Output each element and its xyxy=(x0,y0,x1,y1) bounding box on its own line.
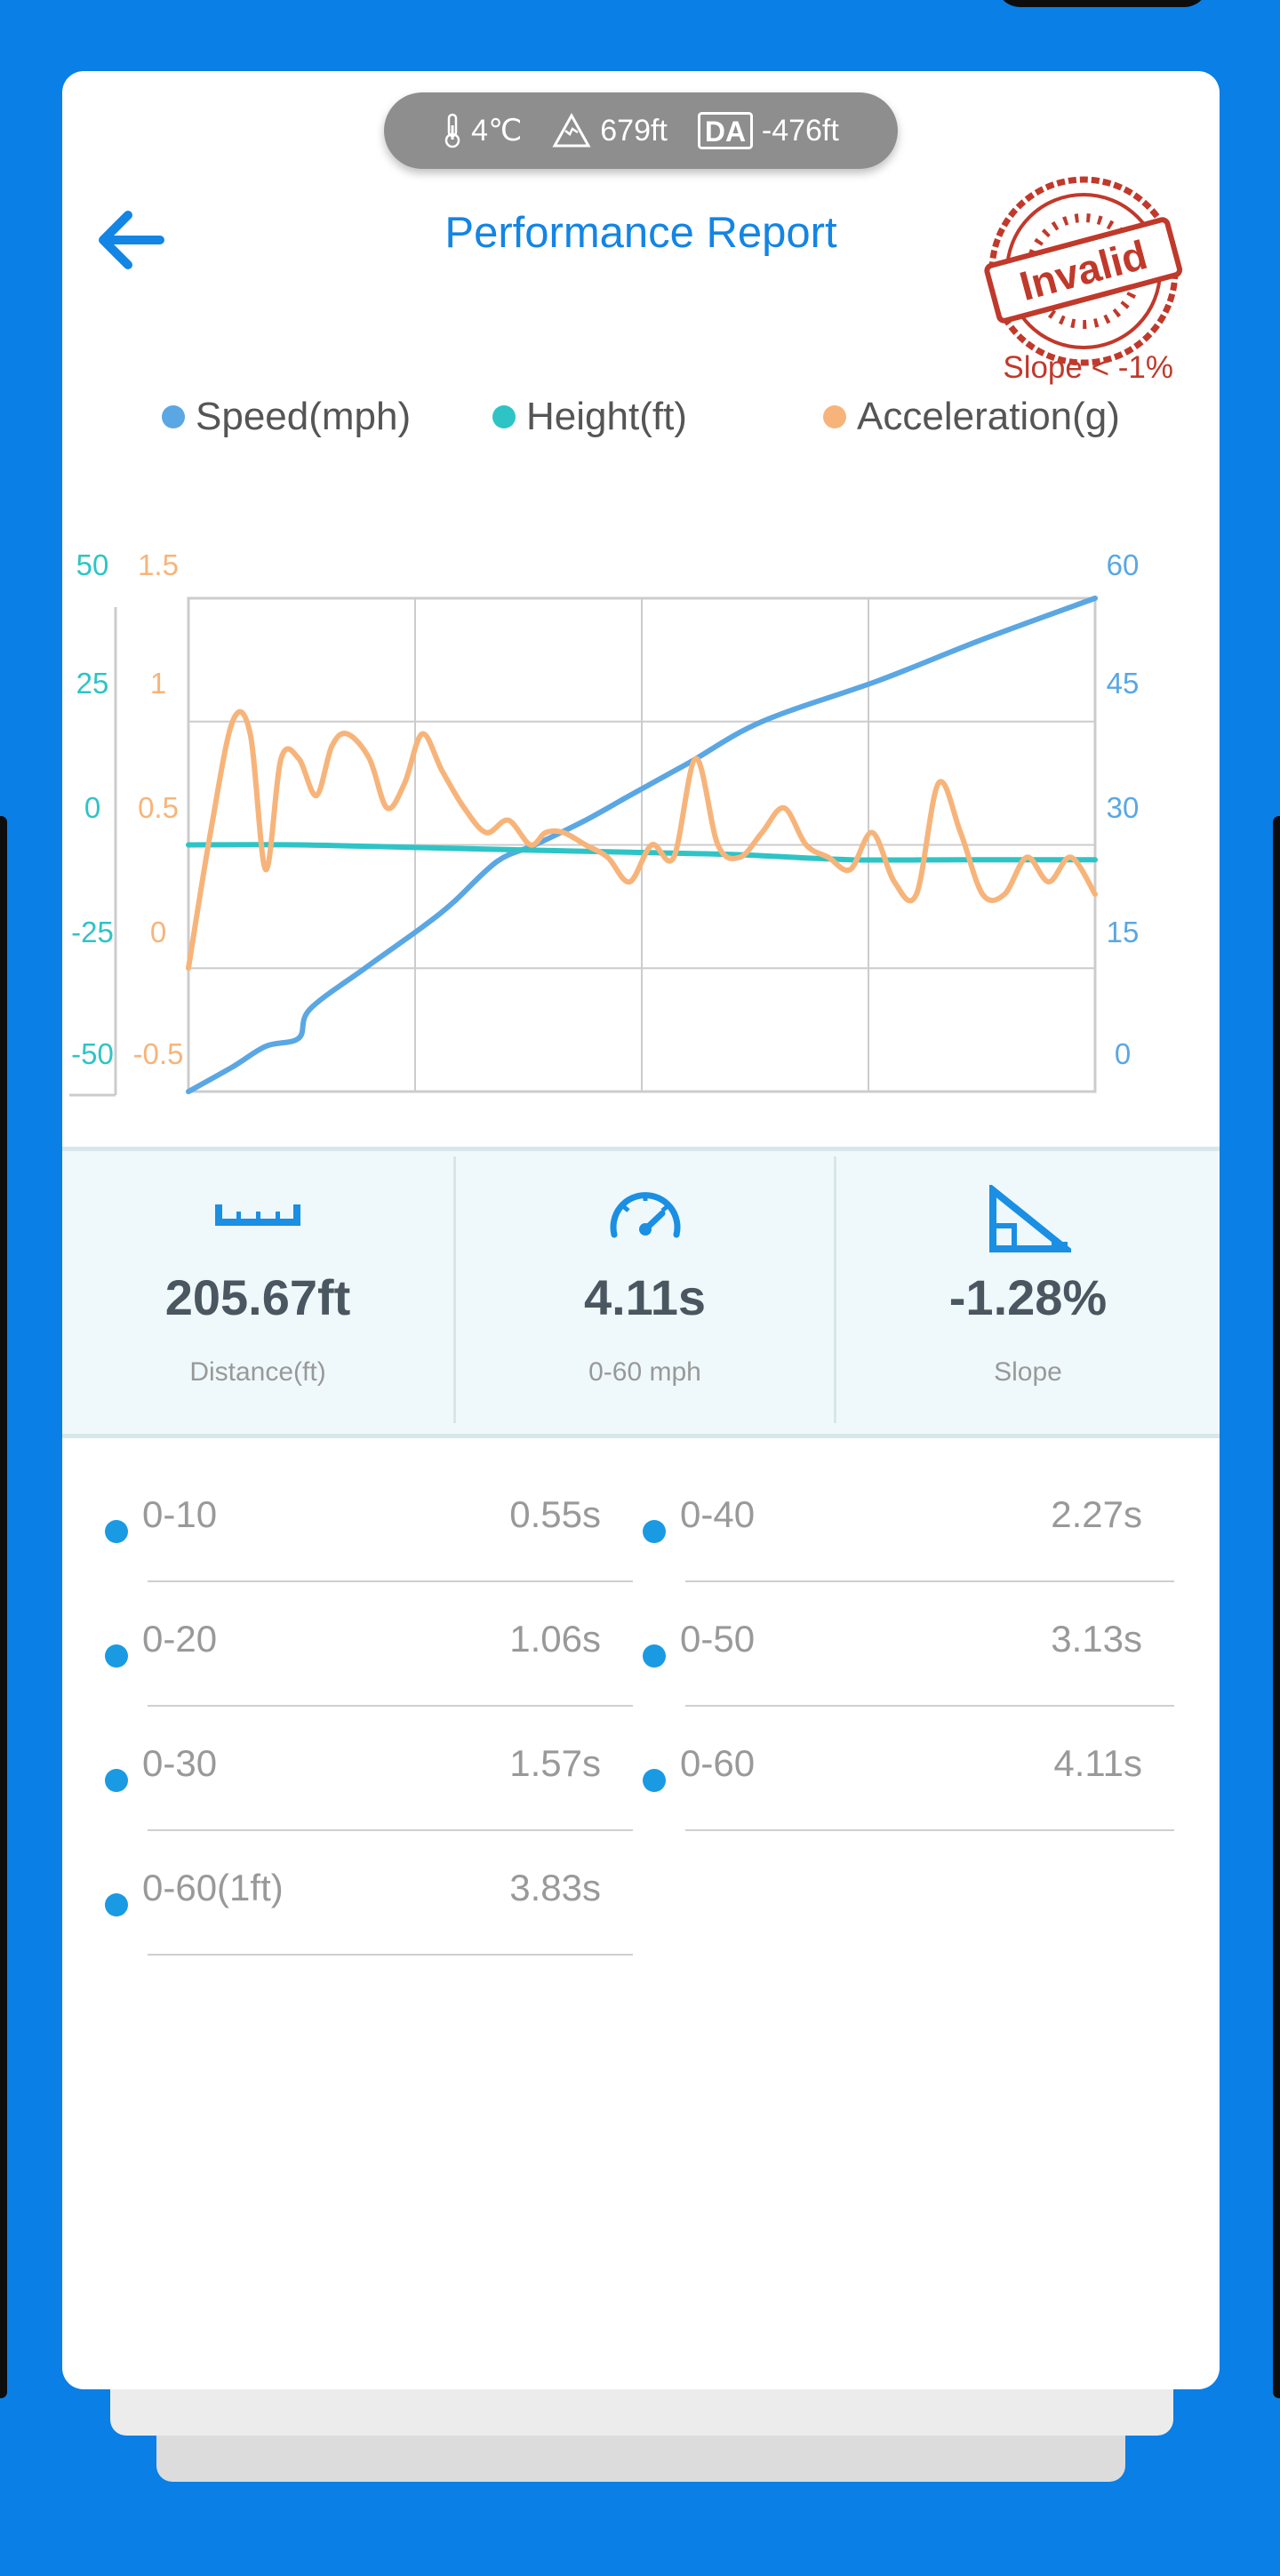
split-time: 0.55s xyxy=(509,1493,601,1535)
speed-right-tick-label: 60 xyxy=(1107,548,1140,581)
height-left-tick-label: -25 xyxy=(71,916,114,948)
density-altitude-item: DA -476ft xyxy=(697,112,839,149)
height-left-tick-label: 25 xyxy=(76,667,109,700)
mountain-icon xyxy=(552,113,591,148)
invalid-stamp-icon: Invalid xyxy=(984,176,1183,366)
split-divider xyxy=(685,1705,1174,1707)
summary-stats: 205.67ft Distance(ft) 4.11s 0-60 mph xyxy=(62,1147,1220,1438)
legend-speed-swatch xyxy=(162,405,185,428)
acceleration-left-tick-label: 1.5 xyxy=(138,548,179,581)
phone-left-edge xyxy=(0,816,7,2398)
split-name: 0-60 xyxy=(680,1742,756,1784)
speed-right-tick-label: 15 xyxy=(1107,916,1140,948)
environment-pill: 4℃ 679ft DA -476ft xyxy=(384,92,898,169)
split-time-item: 0-60 4.11s xyxy=(643,1707,1174,1831)
stat-slope: -1.28% Slope xyxy=(836,1151,1220,1434)
legend-speed[interactable]: Speed(mph) xyxy=(162,395,411,439)
legend-speed-label: Speed(mph) xyxy=(196,395,412,438)
split-time: 3.13s xyxy=(1051,1618,1142,1660)
temperature-item: 4℃ xyxy=(443,113,522,148)
back-button[interactable] xyxy=(84,197,176,283)
slope-label: Slope xyxy=(994,1357,1062,1387)
speed-right-tick-label: 45 xyxy=(1107,667,1140,700)
speed-right-tick-label: 0 xyxy=(1115,1037,1131,1070)
stat-distance: 205.67ft Distance(ft) xyxy=(62,1151,453,1434)
split-bullet-icon xyxy=(643,1644,666,1668)
split-name: 0-50 xyxy=(680,1618,756,1660)
height-left-tick-label: 50 xyxy=(76,548,109,581)
split-time: 4.11s xyxy=(1053,1742,1142,1784)
split-bullet-icon xyxy=(105,1769,128,1792)
split-name: 0-30 xyxy=(142,1742,218,1784)
split-divider xyxy=(685,1580,1174,1582)
thermometer-icon xyxy=(444,113,460,148)
phone-notch xyxy=(996,0,1209,7)
split-time-item: 0-40 2.27s xyxy=(643,1458,1174,1582)
slope-icon xyxy=(988,1185,1071,1252)
split-name: 0-40 xyxy=(680,1493,756,1535)
slope-value: -1.28% xyxy=(948,1269,1108,1325)
split-time-item: 0-30 1.57s xyxy=(105,1707,633,1831)
report-card: 4℃ 679ft DA -476ft Performance Report xyxy=(62,71,1220,2389)
acceleration-left-tick-label: -0.5 xyxy=(133,1037,184,1070)
legend-height-swatch xyxy=(492,405,516,428)
split-name: 0-10 xyxy=(142,1493,218,1535)
split-bullet-icon xyxy=(643,1520,666,1543)
acceleration-series-line xyxy=(186,708,1098,972)
split-name: 0-20 xyxy=(142,1618,218,1660)
split-time: 2.27s xyxy=(1051,1493,1142,1535)
split-time-item: 0-60(1ft) 3.83s xyxy=(105,1831,633,1956)
speed-right-tick-label: 30 xyxy=(1107,791,1140,824)
stat-divider xyxy=(453,1156,456,1423)
split-bullet-icon xyxy=(643,1769,666,1792)
split-time: 1.06s xyxy=(509,1618,601,1660)
legend-acceleration-label: Acceleration(g) xyxy=(857,395,1120,438)
stat-divider xyxy=(834,1156,836,1423)
acceleration-left-tick-label: 0 xyxy=(150,916,166,948)
altitude-item: 679ft xyxy=(552,113,668,148)
height-left-tick-label: 0 xyxy=(84,791,100,824)
split-bullet-icon xyxy=(105,1644,128,1668)
height-left-tick-label: -50 xyxy=(71,1037,114,1070)
split-time-item: 0-20 1.06s xyxy=(105,1582,633,1707)
split-time: 1.57s xyxy=(509,1742,601,1784)
phone-right-edge xyxy=(1273,816,1280,2398)
back-arrow-icon xyxy=(99,211,164,269)
density-altitude-value: -476ft xyxy=(761,113,839,148)
split-divider xyxy=(148,1705,633,1707)
density-altitude-badge: DA xyxy=(705,116,746,148)
distance-label: Distance(ft) xyxy=(189,1357,326,1387)
split-divider xyxy=(685,1829,1174,1831)
stat-zero-to-sixty: 4.11s 0-60 mph xyxy=(456,1151,834,1434)
split-time: 3.83s xyxy=(509,1867,601,1908)
stamp-note: Slope < -1% xyxy=(1003,350,1173,385)
split-divider xyxy=(148,1954,633,1956)
split-time-item: 0-10 0.55s xyxy=(105,1458,633,1582)
split-bullet-icon xyxy=(105,1520,128,1543)
acceleration-left-tick-label: 0.5 xyxy=(138,791,179,824)
split-bullet-icon xyxy=(105,1893,128,1916)
acceleration-left-tick-label: 1 xyxy=(150,667,166,700)
split-divider xyxy=(148,1829,633,1831)
split-name: 0-60(1ft) xyxy=(142,1867,284,1908)
temperature-value: 4℃ xyxy=(471,114,523,148)
legend-acceleration[interactable]: Acceleration(g) xyxy=(823,395,1120,439)
legend-height-label: Height(ft) xyxy=(526,395,687,438)
page-title: Performance Report xyxy=(444,209,837,257)
split-time-item: 0-50 3.13s xyxy=(643,1582,1174,1707)
split-divider xyxy=(148,1580,633,1582)
legend-height[interactable]: Height(ft) xyxy=(492,395,687,439)
altitude-value: 679ft xyxy=(600,113,668,148)
legend-acceleration-swatch xyxy=(823,405,846,428)
height-series-line xyxy=(186,842,1098,863)
zero-to-sixty-label: 0-60 mph xyxy=(588,1357,701,1387)
ruler-icon xyxy=(215,1204,300,1226)
zero-to-sixty-value: 4.11s xyxy=(583,1269,707,1325)
density-altitude-badge-icon: DA xyxy=(697,112,753,149)
distance-value: 205.67ft xyxy=(164,1269,351,1325)
performance-chart: 50 25 0 -25 -50 1.5 1 0.5 0 -0.5 60 45 30 15 0 xyxy=(69,548,1140,1097)
chart-legend: Speed(mph) Height(ft) Acceleration(g) xyxy=(101,395,1168,448)
speedometer-icon xyxy=(610,1192,680,1238)
